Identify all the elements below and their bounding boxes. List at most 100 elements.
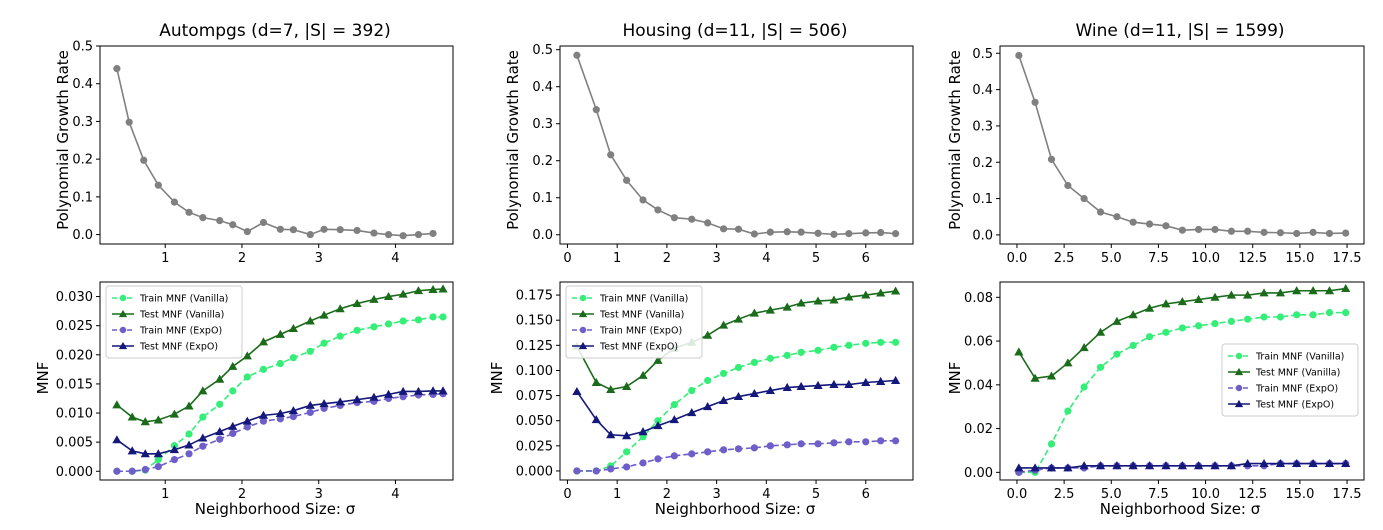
data-point <box>606 430 616 439</box>
x-tick-label: 0 <box>563 487 571 502</box>
data-point <box>782 382 792 391</box>
x-tick-label: 7.5 <box>1148 487 1169 502</box>
data-point <box>1293 229 1301 238</box>
data-point <box>336 226 344 234</box>
data-point <box>1193 294 1204 303</box>
data-point <box>1309 311 1317 319</box>
data-point <box>749 388 759 398</box>
data-point <box>765 385 775 394</box>
data-point <box>276 359 284 368</box>
data-point <box>876 288 886 297</box>
legend-swatch-marker <box>1235 352 1243 360</box>
data-point <box>215 374 225 383</box>
x-tick-label: 4 <box>762 251 770 266</box>
data-point <box>1063 463 1073 472</box>
data-point <box>1275 288 1286 297</box>
legend-item: Train MNF (Vanilla) <box>1228 352 1344 363</box>
data-point <box>384 320 393 328</box>
data-point <box>591 415 601 424</box>
data-point <box>1178 324 1186 332</box>
legend-item: Test MNF (Vanilla) <box>572 310 684 321</box>
y-tick-label: 0.3 <box>532 117 553 132</box>
data-point <box>862 438 870 446</box>
y-tick-label: 0.100 <box>516 364 553 379</box>
data-point <box>688 450 696 458</box>
data-point <box>1015 51 1023 60</box>
x-tick-label: 1 <box>161 251 169 266</box>
series-line-0 <box>113 65 437 240</box>
series-train-mnf-expo <box>113 390 447 475</box>
y-tick-label: 0.075 <box>516 389 553 404</box>
data-point <box>829 295 839 304</box>
data-point <box>844 292 854 301</box>
x-tick-label: 5 <box>812 487 820 502</box>
series-test-mnf-expo <box>112 386 448 458</box>
legend-swatch-marker <box>579 294 587 302</box>
x-tick-label: 10.0 <box>1191 487 1220 502</box>
data-point <box>861 290 871 299</box>
data-point <box>229 387 237 395</box>
data-point <box>782 302 792 311</box>
series-line <box>576 54 896 236</box>
data-point <box>1162 222 1170 230</box>
data-point <box>862 229 870 237</box>
data-point <box>438 284 448 293</box>
data-point <box>719 369 728 378</box>
data-point <box>1112 316 1122 325</box>
x-tick-label: 3 <box>712 487 720 502</box>
data-point <box>592 106 600 114</box>
data-point <box>414 230 423 239</box>
x-tick-label: 4 <box>391 251 399 266</box>
series-line-0 <box>573 51 900 238</box>
data-point <box>1210 461 1220 470</box>
data-point <box>1211 225 1219 234</box>
data-point <box>305 316 315 325</box>
plot-frame <box>99 281 454 481</box>
data-point <box>399 317 407 325</box>
data-point <box>592 467 600 475</box>
data-point <box>669 415 679 424</box>
data-point <box>653 355 663 364</box>
data-point <box>718 395 729 405</box>
plot-frame <box>559 45 914 245</box>
panel-housing-growth: Housing (d=11, |S| = 506) Polynomial Gro… <box>504 21 914 266</box>
data-point <box>141 465 149 474</box>
data-point <box>1243 290 1253 299</box>
data-point <box>670 452 678 460</box>
data-point <box>336 332 344 340</box>
data-point <box>353 326 361 334</box>
data-point <box>414 316 423 324</box>
x-tick-label: 2 <box>663 487 671 502</box>
data-point <box>1144 461 1155 470</box>
x-tick-label: 12.5 <box>1238 251 1267 266</box>
data-point <box>638 427 648 436</box>
data-point <box>622 381 632 390</box>
data-point <box>573 51 581 59</box>
data-point <box>258 337 269 346</box>
data-point <box>128 467 136 475</box>
data-point <box>719 225 728 233</box>
data-point <box>1244 227 1252 235</box>
x-tick-label: 2.5 <box>1054 487 1075 502</box>
data-point <box>199 214 207 222</box>
data-point <box>813 380 823 389</box>
data-point <box>1145 220 1154 228</box>
x-axis-label: Neighborhood Size: σ <box>1100 500 1261 518</box>
data-point <box>1244 315 1252 323</box>
x-tick-label: 5 <box>812 251 820 266</box>
data-point <box>1341 283 1351 293</box>
y-tick-label: 0.010 <box>56 407 93 422</box>
data-point <box>228 361 238 370</box>
legend-item: Test MNF (ExpO) <box>1228 400 1334 411</box>
x-tick-label: 12.5 <box>1238 487 1267 502</box>
plot-frame <box>999 281 1365 481</box>
legend-swatch-marker <box>118 341 128 350</box>
x-tick-label: 17.5 <box>1333 251 1362 266</box>
x-tick-label: 0 <box>563 251 571 266</box>
legend-item: Test MNF (Vanilla) <box>1228 368 1340 379</box>
chart-title: Autompgs (d=7, |S| = 392) <box>159 21 391 41</box>
y-tick-label: 0.3 <box>72 115 93 130</box>
data-point <box>215 427 225 436</box>
panel-autompgs-mnf: Neighborhood Size: σ MNF 1 2 3 4 0.000 0.005 0… <box>34 281 454 518</box>
data-point <box>783 228 791 236</box>
